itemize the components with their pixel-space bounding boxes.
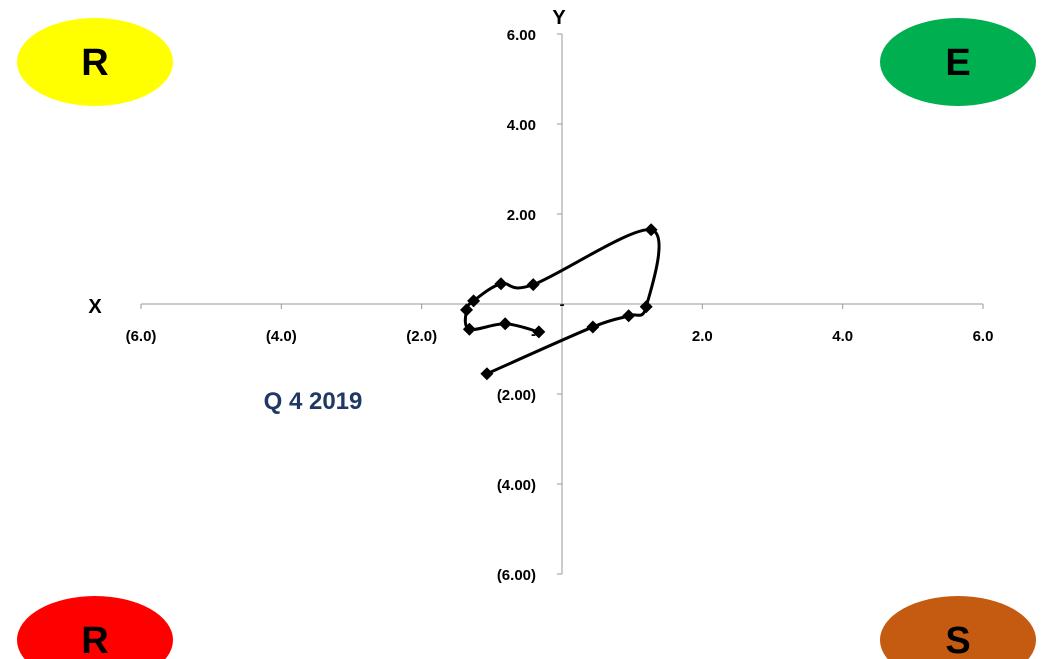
period-annotation: Q 4 2019: [264, 388, 363, 415]
x-tick-label: (2.0): [406, 328, 437, 345]
x-axis-label: X: [88, 296, 102, 318]
y-tick-label: 6.00: [507, 27, 536, 44]
y-tick-label: 4.00: [507, 117, 536, 134]
quadrant-bottom-right-label: S: [945, 620, 970, 659]
x-tick-label: (6.0): [126, 328, 157, 345]
quadrant-top-right-ellipse: [880, 18, 1036, 106]
x-tick-label: 4.0: [832, 328, 853, 345]
quadrant-bottom-right-ellipse: [880, 596, 1036, 659]
x-tick-group: (6.0) (4.0) (2.0) - 2.0 4.0 6.0: [126, 296, 994, 345]
data-point-marker: [644, 223, 658, 237]
quadrant-badges: R E R S: [17, 18, 1036, 659]
y-tick-group: 6.00 4.00 2.00 - (2.00) (4.00) (6.00): [497, 27, 562, 584]
data-point-marker: [462, 322, 476, 336]
data-point-marker: [494, 277, 508, 291]
quadrant-top-left-ellipse: [17, 18, 173, 106]
data-point-marker: [498, 317, 512, 331]
data-point-marker: [460, 303, 474, 317]
data-point-marker: [526, 278, 540, 292]
y-tick-label: -: [531, 326, 536, 343]
data-point-marker: [639, 300, 653, 314]
y-tick-label: (6.00): [497, 567, 536, 584]
data-point-marker: [467, 294, 481, 308]
data-point-marker: [480, 367, 494, 381]
data-point-marker: [622, 309, 636, 323]
data-point-marker: [532, 325, 546, 339]
quadrant-bottom-left-ellipse: [17, 596, 173, 659]
data-point-marker: [586, 320, 600, 334]
x-tick-label: (4.0): [266, 328, 297, 345]
y-tick-label: (4.00): [497, 477, 536, 494]
y-tick-label: 2.00: [507, 207, 536, 224]
series-group: [460, 223, 661, 381]
quadrant-top-left-label: R: [81, 42, 108, 84]
x-tick-label: 2.0: [692, 328, 713, 345]
y-axis-label: Y: [552, 7, 566, 29]
quadrant-top-right-label: E: [945, 42, 970, 84]
quadrant-bottom-left-label: R: [81, 620, 108, 659]
axes: (6.0) (4.0) (2.0) - 2.0 4.0 6.0 6.00 4.00 2.00 - (…: [88, 7, 993, 584]
x-tick-label: 6.0: [973, 328, 994, 345]
y-tick-label: (2.00): [497, 387, 536, 404]
